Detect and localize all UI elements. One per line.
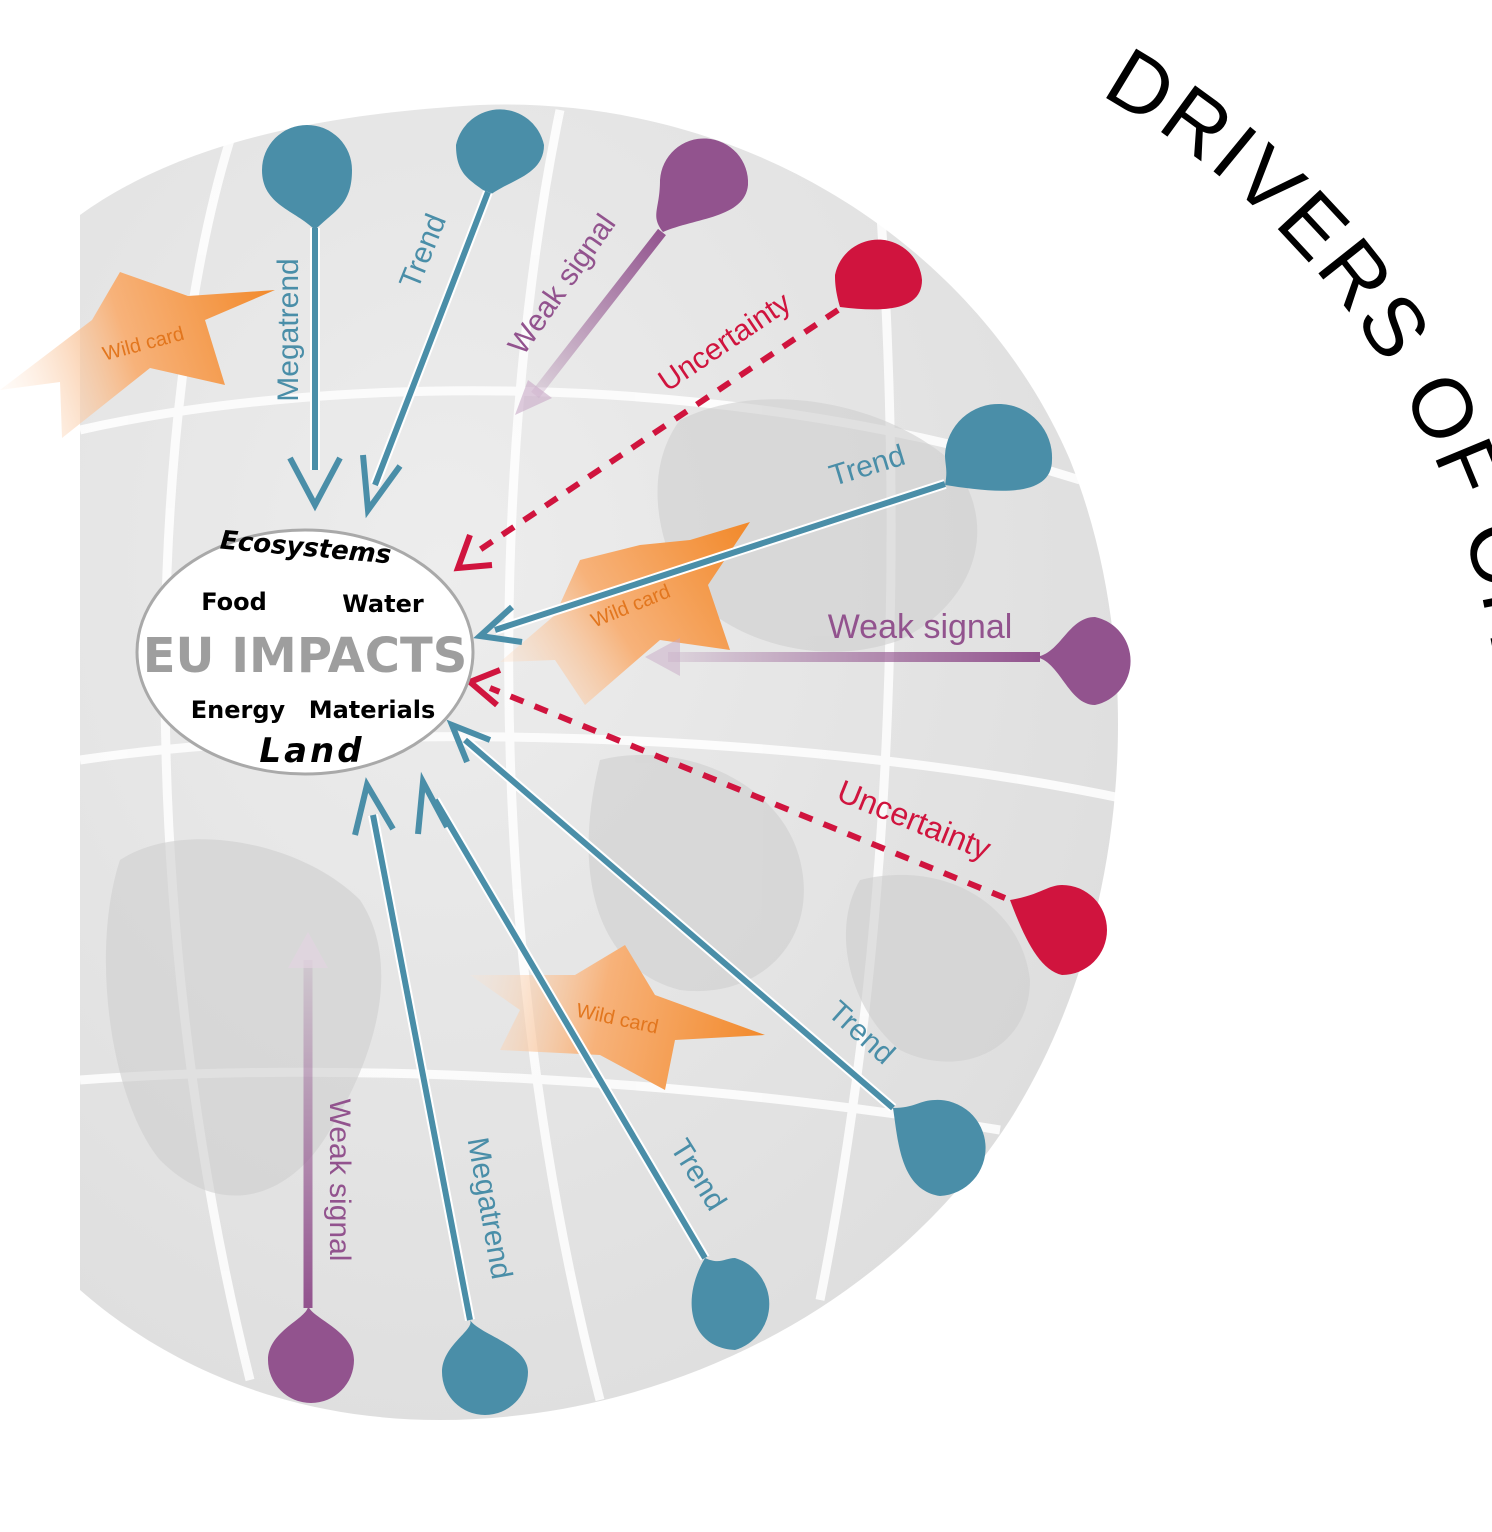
driver-arrow-shaft xyxy=(370,814,473,1321)
driver-pin-head xyxy=(893,1099,986,1196)
driver-arrow-head xyxy=(645,638,680,676)
driver-pin-head xyxy=(262,125,352,230)
driver-arrow-shaft xyxy=(432,798,708,1260)
driver-pin-head xyxy=(691,1258,770,1350)
eu-impacts-ellipse xyxy=(135,528,475,776)
driver-arrow-head xyxy=(453,533,493,572)
driver-arrow-head xyxy=(415,771,450,835)
eu-impacts-title: EU IMPACTS xyxy=(143,628,468,684)
driver-trend-right: Trend xyxy=(473,403,1053,645)
driver-label: Weak signal xyxy=(828,608,1013,646)
wild-card-top-left: Wild card xyxy=(0,272,275,438)
globe-landmass xyxy=(105,399,1030,1196)
driver-arrow-head xyxy=(464,667,502,708)
driver-label: Megatrend xyxy=(272,258,305,401)
driver-arrow-head xyxy=(288,932,328,968)
drivers-of-change-title: DRIVERS OF CHANGE xyxy=(1091,29,1492,920)
materials-label: Materials xyxy=(309,696,436,724)
driver-trend-lower-right: Trend xyxy=(446,719,986,1196)
energy-label: Energy xyxy=(191,696,286,724)
driver-arrow-head xyxy=(287,456,343,512)
driver-pin-head xyxy=(656,138,749,232)
driver-arrow-shaft xyxy=(372,190,491,487)
driver-arrow-shaft xyxy=(531,228,666,399)
driver-pin-head xyxy=(1010,885,1107,975)
driver-pin-head xyxy=(835,239,922,310)
driver-weak-signal-bottom: Weak signal xyxy=(268,932,356,1403)
driver-pin-head xyxy=(442,1320,528,1415)
wild-card-star-shape xyxy=(0,272,275,438)
driver-pin-head xyxy=(268,1305,354,1403)
driver-pin-head xyxy=(945,403,1053,491)
water-label: Water xyxy=(342,590,424,618)
eu-impacts-center: Ecosystems Food Water EU IMPACTS Energy … xyxy=(135,526,475,776)
land-label: Land xyxy=(259,731,364,771)
title-text-path: DRIVERS OF CHANGE xyxy=(1091,29,1492,920)
title-arc-path xyxy=(1100,95,1492,1440)
driver-arrow-head xyxy=(352,777,396,836)
driver-arrow-shaft xyxy=(463,737,895,1111)
driver-arrow-shaft xyxy=(470,307,840,558)
driver-arrow-head xyxy=(515,380,552,415)
driver-megatrend-top: Megatrend xyxy=(262,125,352,512)
driver-pin-head xyxy=(456,109,544,195)
driver-arrow-shaft xyxy=(494,481,946,633)
driver-arrow-head xyxy=(473,604,523,645)
driver-arrow-head xyxy=(446,719,492,764)
driver-label: Weak signal xyxy=(323,1099,356,1262)
driver-weak-signal-right: Weak signal xyxy=(645,608,1131,705)
driver-pin-head xyxy=(1035,617,1131,705)
driver-arrow-head xyxy=(360,454,403,519)
food-label: Food xyxy=(201,588,267,616)
